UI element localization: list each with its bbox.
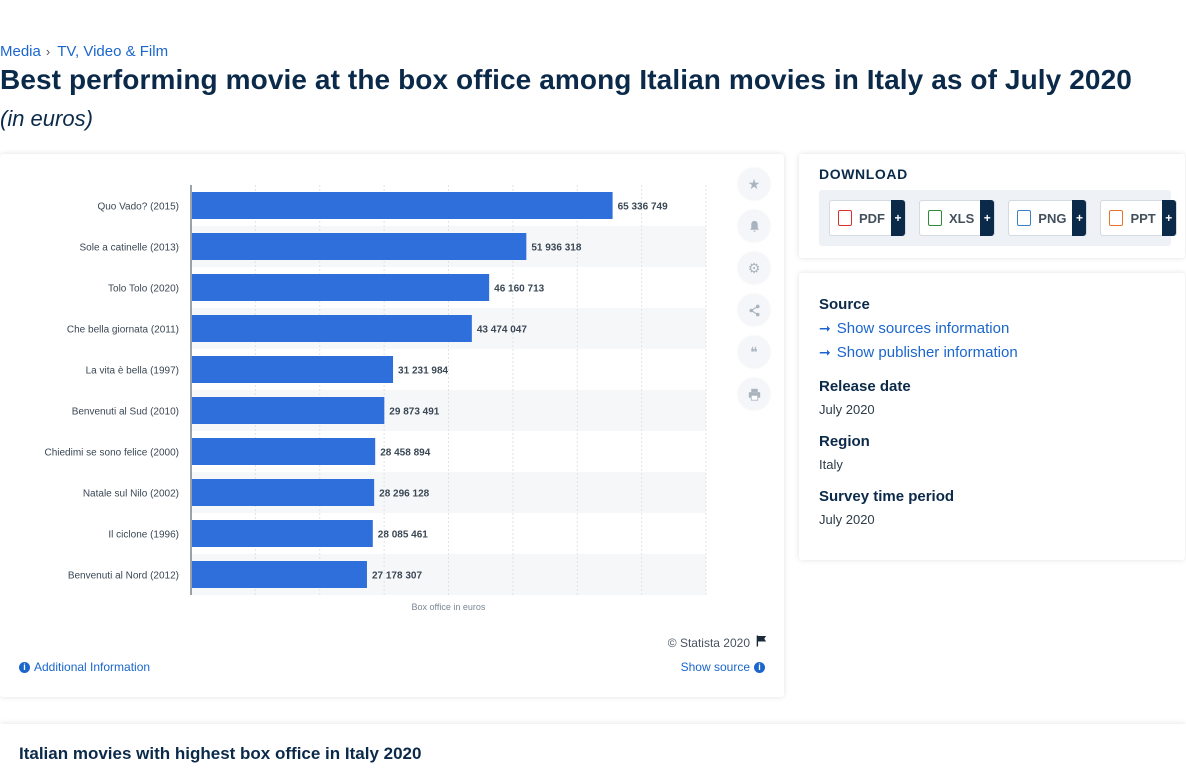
value-label: 31 231 984: [398, 366, 448, 377]
category-label: Chiedimi se sono felice (2000): [44, 448, 179, 459]
plus-icon[interactable]: +: [891, 200, 905, 236]
show-source-link[interactable]: Show source i: [681, 660, 765, 674]
bar: [192, 438, 376, 465]
value-label: 43 474 047: [477, 325, 527, 336]
arrow-right-icon: ➞: [819, 344, 831, 360]
download-title: DOWNLOAD: [819, 166, 908, 182]
png-file-icon: [1017, 210, 1032, 226]
info-icon: i: [19, 661, 30, 673]
bar: [192, 356, 394, 383]
category-label: Che bella giornata (2011): [67, 325, 179, 336]
download-card: DOWNLOAD PDF + XLS + PNG + PPT +: [799, 154, 1185, 258]
bar: [192, 479, 375, 506]
plus-icon[interactable]: +: [980, 200, 995, 236]
breadcrumb-separator: ›: [45, 44, 51, 59]
share-icon[interactable]: [738, 294, 770, 326]
category-label: Tolo Tolo (2020): [108, 284, 179, 295]
additional-information-label: Additional Information: [34, 660, 151, 674]
region-value: Italy: [819, 457, 843, 472]
page-title: Best performing movie at the box office …: [0, 64, 1132, 95]
value-label: 27 178 307: [372, 571, 422, 582]
download-pdf-label: PDF: [859, 210, 885, 226]
breadcrumb-tv-video-film[interactable]: TV, Video & Film: [57, 43, 169, 60]
bar-chart: Quo Vado? (2015) 65 336 749 Sole a catinel…: [44, 185, 707, 612]
source-label: Source: [819, 296, 870, 313]
region-label: Region: [819, 433, 870, 450]
bar: [192, 561, 367, 588]
download-png-button[interactable]: PNG +: [1008, 200, 1088, 236]
bar: [192, 274, 490, 301]
release-date-value: July 2020: [819, 402, 875, 417]
value-label: 28 458 894: [380, 448, 430, 459]
copyright: © Statista 2020: [668, 635, 767, 650]
category-label: Il ciclone (1996): [108, 530, 179, 541]
gear-icon[interactable]: ⚙: [738, 252, 770, 284]
page-subtitle: (in euros): [0, 106, 93, 131]
value-label: 51 936 318: [531, 243, 581, 254]
print-icon[interactable]: [738, 378, 770, 410]
value-label: 46 160 713: [494, 284, 544, 295]
bar: [192, 315, 472, 342]
value-label: 65 336 749: [618, 202, 668, 213]
category-label: Quo Vado? (2015): [97, 202, 179, 213]
category-label: Natale sul Nilo (2002): [83, 489, 179, 500]
bell-icon[interactable]: [738, 210, 770, 242]
related-statistic-title: Italian movies with highest box office i…: [19, 744, 422, 763]
plus-icon[interactable]: +: [1072, 200, 1087, 236]
copyright-text: © Statista 2020: [667, 635, 750, 650]
quote-icon[interactable]: ❝: [738, 336, 770, 368]
plus-icon[interactable]: +: [1161, 200, 1176, 236]
breadcrumb-media[interactable]: Media: [0, 43, 41, 60]
chart-tools: ★ ⚙ ❝: [738, 168, 772, 420]
additional-information-link[interactable]: i Additional Information: [19, 660, 150, 674]
survey-period-value: July 2020: [819, 512, 875, 527]
download-buttons: PDF + XLS + PNG + PPT +: [819, 190, 1177, 246]
download-png-label: PNG: [1038, 210, 1067, 226]
pdf-file-icon: [838, 210, 852, 226]
show-sources-label: Show sources information: [836, 320, 1010, 337]
bar: [192, 233, 527, 260]
download-xls-button[interactable]: XLS +: [919, 200, 996, 236]
bar: [192, 520, 373, 547]
download-ppt-label: PPT: [1130, 210, 1156, 226]
bar: [192, 397, 385, 424]
show-source-label: Show source: [680, 660, 750, 674]
download-xls-label: XLS: [949, 210, 975, 226]
category-label: La vita è bella (1997): [86, 366, 179, 377]
statistic-details-card: Source ➞ Show sources information ➞ Show…: [799, 273, 1185, 560]
release-date-label: Release date: [819, 378, 911, 395]
download-pdf-button[interactable]: PDF +: [829, 200, 906, 236]
show-publisher-label: Show publisher information: [836, 344, 1018, 361]
category-label: Benvenuti al Nord (2012): [68, 571, 179, 582]
flag-icon[interactable]: [756, 635, 767, 650]
download-ppt-button[interactable]: PPT +: [1100, 200, 1177, 236]
ppt-file-icon: [1109, 210, 1124, 226]
show-sources-link[interactable]: ➞ Show sources information: [819, 320, 1009, 337]
value-label: 28 085 461: [378, 530, 428, 541]
breadcrumb: Media › TV, Video & Film: [0, 43, 168, 60]
show-publisher-link[interactable]: ➞ Show publisher information: [819, 344, 1018, 361]
xls-file-icon: [928, 210, 942, 226]
category-label: Benvenuti al Sud (2010): [72, 407, 179, 418]
value-label: 28 296 128: [379, 489, 429, 500]
x-axis-label: Box office in euros: [412, 602, 486, 612]
star-icon[interactable]: ★: [738, 168, 770, 200]
bar: [192, 192, 613, 219]
value-label: 29 873 491: [389, 407, 439, 418]
survey-period-label: Survey time period: [819, 488, 955, 505]
info-icon: i: [754, 661, 765, 673]
related-statistic-card: Italian movies with highest box office i…: [0, 724, 1186, 784]
category-label: Sole a catinelle (2013): [79, 243, 179, 254]
arrow-right-icon: ➞: [819, 320, 831, 336]
chart-card: Quo Vado? (2015) 65 336 749 Sole a catinel…: [0, 154, 784, 697]
